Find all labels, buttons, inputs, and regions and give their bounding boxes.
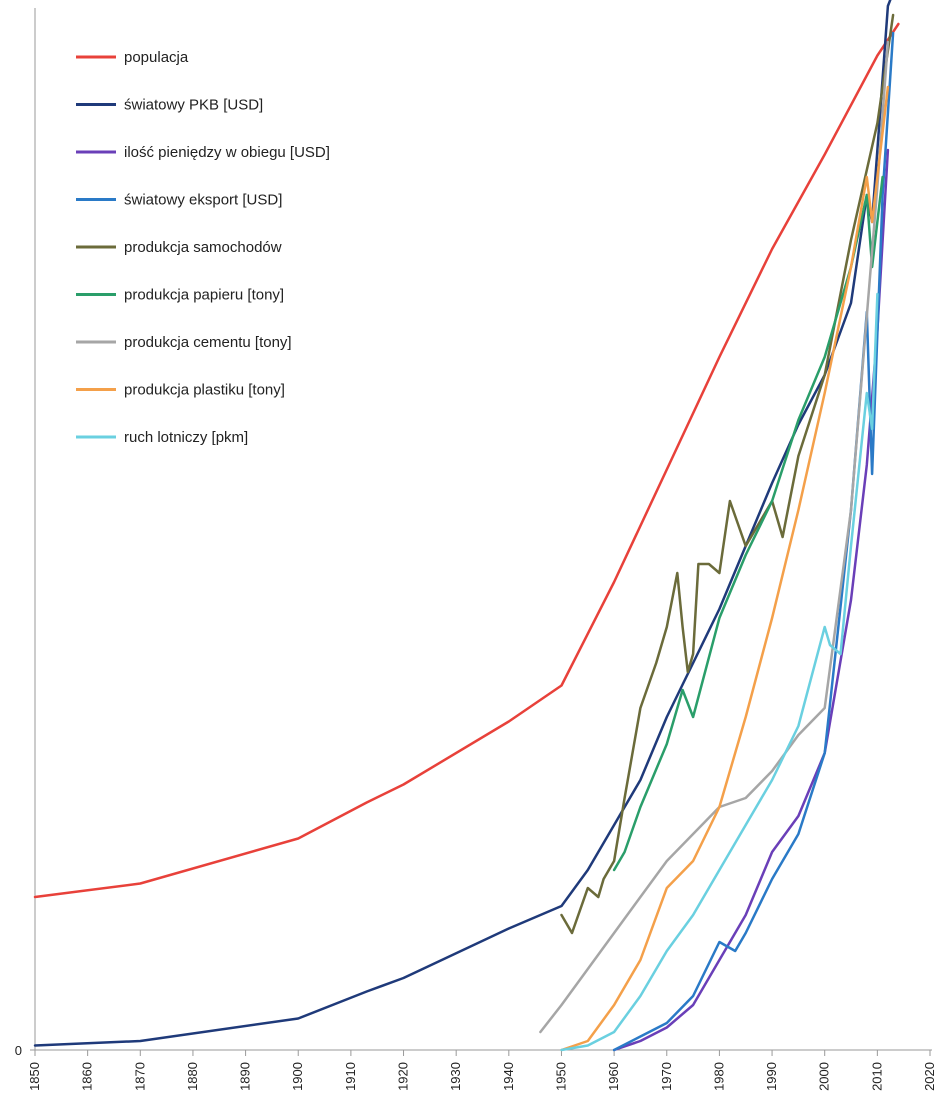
legend-label-produkcja-plastiku-tony: produkcja plastiku [tony] [124,382,285,399]
series-line-populacja [33,22,900,899]
legend-label-produkcja-samochodow: produkcja samochodów [124,239,282,256]
x-tick-label-1980: 1980 [711,1062,726,1091]
legend-label-swiatowy-pkb-usd: światowy PKB [USD] [124,97,263,114]
legend-label-populacja: populacja [124,49,189,66]
series-line-produkcja-plastiku-tony [560,85,890,1052]
series-line-produkcja-samochodow [560,13,895,935]
x-tick-label-1890: 1890 [238,1062,253,1091]
x-tick-label-2020: 2020 [922,1062,937,1091]
x-tick-label-1990: 1990 [764,1062,779,1091]
x-tick-label-1870: 1870 [132,1062,147,1091]
legend-label-produkcja-cementu-tony: produkcja cementu [tony] [124,334,292,351]
series-line-produkcja-cementu-tony [539,40,890,1034]
x-tick-label-1970: 1970 [659,1062,674,1091]
series-group [33,0,900,1052]
x-tick-label-1950: 1950 [553,1062,568,1091]
x-tick-label-1930: 1930 [448,1062,463,1091]
x-tick-label-2010: 2010 [869,1062,884,1091]
series-line-swiatowy-pkb-usd [33,0,892,1047]
legend-label-ilosc-pieniedzy-w-obiegu-usd: ilość pieniędzy w obiegu [USD] [124,144,330,161]
x-tick-label-1910: 1910 [343,1062,358,1091]
x-tick-label-1860: 1860 [80,1062,95,1091]
x-tick-label-1850: 1850 [27,1062,42,1091]
axes: 0 1850 1860 1870 1880 1890 1900 1910 1920 1930 194… [15,8,937,1091]
x-tick-label-1960: 1960 [606,1062,621,1091]
series-line-ilosc-pieniedzy-w-obiegu-usd [612,148,890,1052]
x-tick-label-2000: 2000 [817,1062,832,1091]
legend-label-ruch-lotniczy-pkm: ruch lotniczy [pkm] [124,429,248,446]
x-tick-label-1900: 1900 [290,1062,305,1091]
y-tick-label: 0 [15,1043,22,1058]
x-tick-label-1940: 1940 [501,1062,516,1091]
series-line-produkcja-papieru-tony [612,175,884,872]
x-tick-label-1920: 1920 [396,1062,411,1091]
x-tick-label-1880: 1880 [185,1062,200,1091]
legend: populacja światowy PKB [USD] ilość pienięd… [76,49,330,446]
legend-label-swiatowy-eksport-usd: światowy eksport [USD] [124,192,282,209]
series-line-ruch-lotniczy-pkm [560,292,879,1052]
legend-label-produkcja-papieru-tony: produkcja papieru [tony] [124,287,284,304]
